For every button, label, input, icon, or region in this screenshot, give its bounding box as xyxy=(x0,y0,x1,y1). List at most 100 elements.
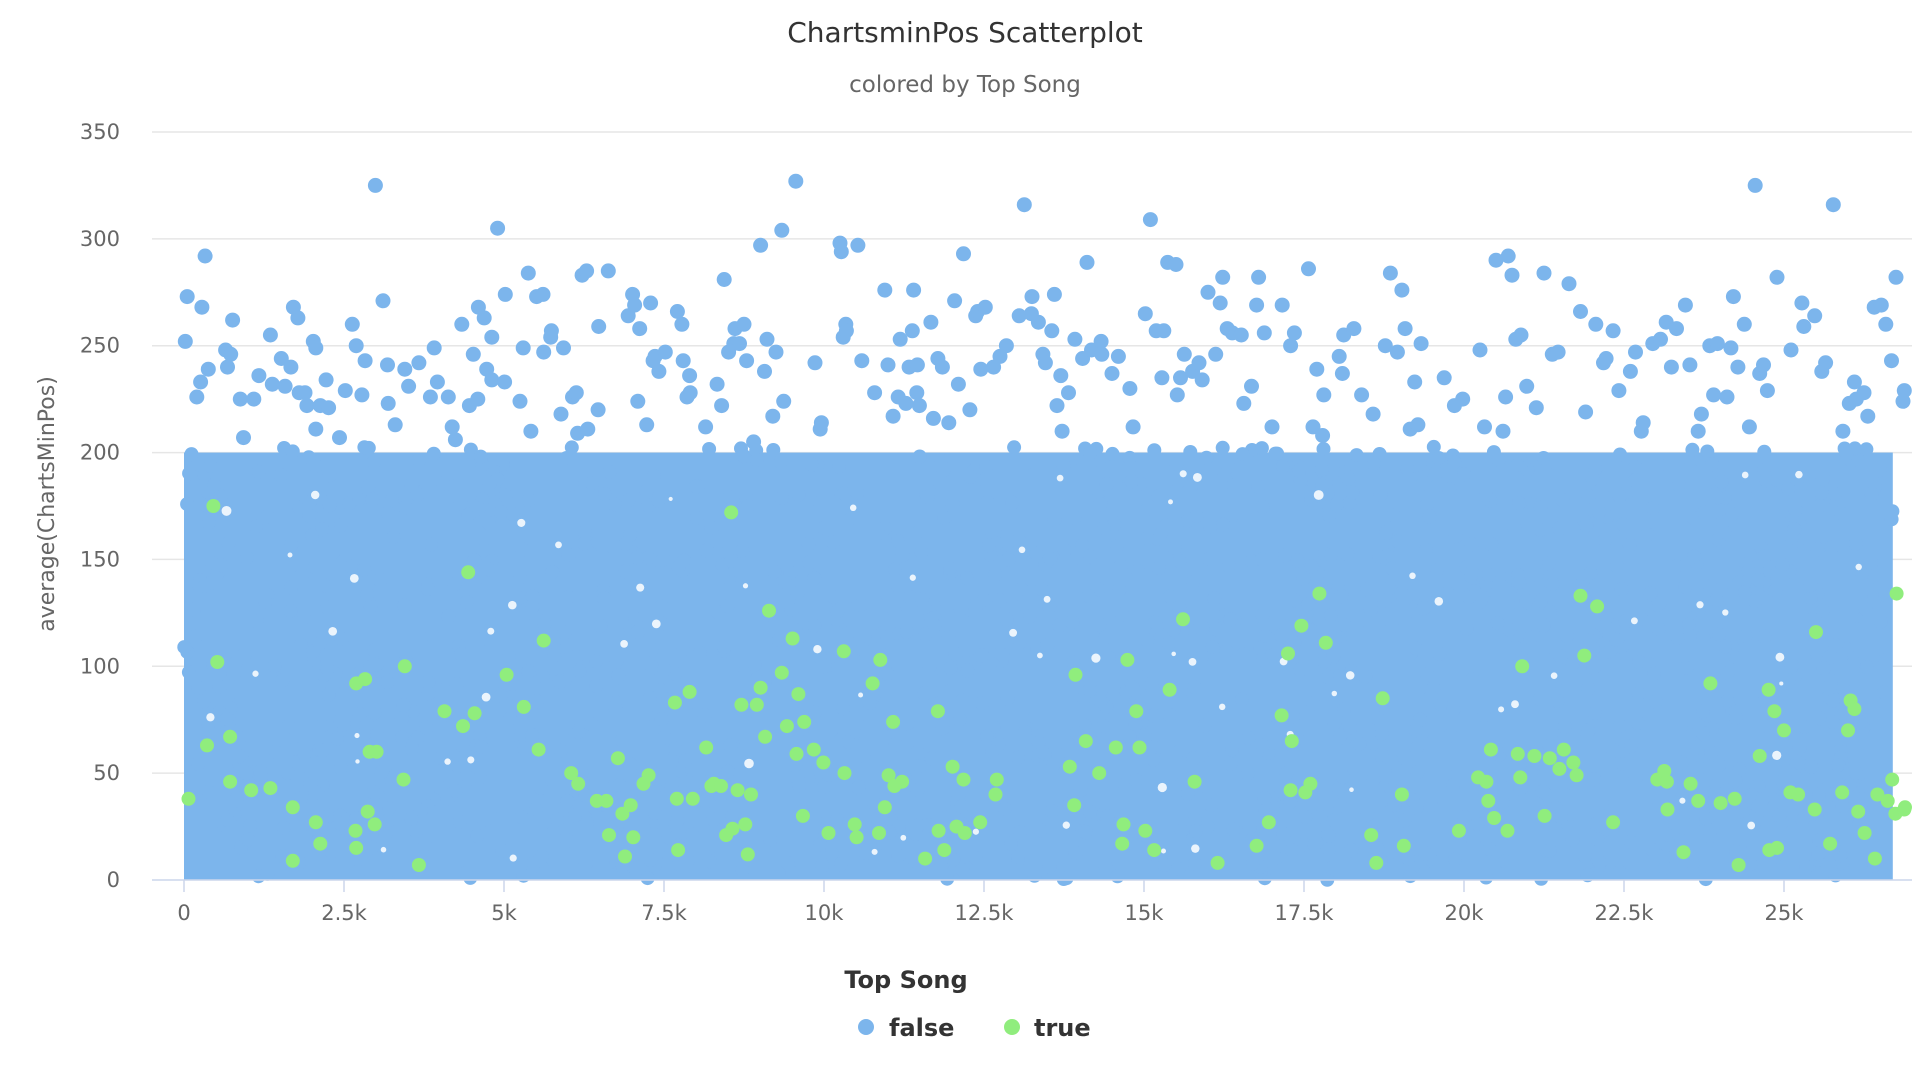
data-point-false xyxy=(1803,591,1818,605)
data-point-false xyxy=(1286,709,1301,724)
data-point-false xyxy=(1565,832,1580,847)
data-point-false xyxy=(1363,602,1378,617)
data-point-false xyxy=(1696,704,1710,719)
data-point-false xyxy=(1738,628,1753,643)
band-gap xyxy=(1160,848,1167,854)
data-point-false xyxy=(1186,575,1200,590)
data-point-true xyxy=(1885,772,1900,787)
data-point-false xyxy=(411,730,426,745)
data-point-false xyxy=(525,728,540,743)
data-point-false xyxy=(958,760,972,775)
data-point-false xyxy=(560,833,575,848)
data-point-false xyxy=(682,385,698,401)
data-point-false xyxy=(212,679,227,694)
data-point-false xyxy=(951,788,966,803)
data-point-false xyxy=(1831,758,1846,773)
data-point-false xyxy=(609,653,624,668)
data-point-false xyxy=(979,729,994,744)
data-point-false xyxy=(1124,474,1139,489)
data-point-false xyxy=(1154,740,1169,754)
data-point-false xyxy=(1706,387,1722,403)
data-point-false xyxy=(1651,621,1666,636)
data-point-false xyxy=(404,811,419,826)
data-point-false xyxy=(177,640,192,655)
data-point-false xyxy=(1235,447,1250,462)
data-point-false xyxy=(960,663,975,678)
data-point-false xyxy=(1066,655,1081,670)
x-tick-label: 20k xyxy=(1445,901,1485,925)
data-point-false xyxy=(1061,385,1076,401)
data-point-false xyxy=(1796,319,1812,334)
data-point-false xyxy=(1333,669,1347,684)
data-point-false xyxy=(1698,872,1713,887)
data-point-true xyxy=(1068,667,1083,682)
data-point-false xyxy=(243,818,258,833)
legend-item-true[interactable]: true xyxy=(1004,1014,1091,1042)
data-point-false xyxy=(1044,323,1060,339)
data-point-false xyxy=(1812,787,1826,802)
data-point-false xyxy=(1094,346,1110,362)
data-point-false xyxy=(1357,612,1372,627)
data-point-false xyxy=(720,599,735,614)
data-point-false xyxy=(1110,539,1124,554)
data-point-false xyxy=(1669,321,1684,337)
data-point-false xyxy=(757,363,772,379)
data-point-false xyxy=(816,521,831,535)
data-point-false xyxy=(357,562,372,577)
data-point-false xyxy=(1685,856,1700,871)
legend[interactable]: Top Song false true xyxy=(844,966,1090,1042)
data-point-true xyxy=(181,791,196,806)
data-point-false xyxy=(1690,423,1706,439)
data-point-false xyxy=(1081,588,1096,603)
data-point-false xyxy=(1329,497,1344,512)
data-point-false xyxy=(1609,558,1624,573)
data-point-false xyxy=(1498,854,1512,869)
data-point-false xyxy=(1565,656,1580,671)
data-point-false xyxy=(268,745,283,759)
data-point-false xyxy=(636,820,651,835)
data-point-false xyxy=(711,545,726,560)
data-point-true xyxy=(437,704,452,719)
data-point-false xyxy=(584,717,599,732)
data-point-false xyxy=(523,423,539,439)
data-point-false xyxy=(813,415,829,431)
data-point-false xyxy=(1091,582,1106,597)
data-point-false xyxy=(404,477,419,492)
data-point-false xyxy=(1671,477,1686,492)
data-point-false xyxy=(1240,766,1255,781)
legend-item-false[interactable]: false xyxy=(858,1014,954,1042)
data-point-true xyxy=(1364,828,1379,843)
data-point-false xyxy=(476,631,491,646)
data-point-false xyxy=(855,642,870,657)
data-point-false xyxy=(516,868,531,883)
band-gap xyxy=(744,758,754,769)
data-point-false xyxy=(1529,567,1544,582)
data-point-true xyxy=(263,781,278,796)
data-point-false xyxy=(1670,630,1685,645)
data-point-false xyxy=(239,766,254,781)
data-point-false xyxy=(385,493,399,508)
data-point-false xyxy=(962,402,978,418)
dense-band-fill xyxy=(184,452,1893,880)
data-point-false xyxy=(1225,742,1239,757)
data-point-false xyxy=(717,640,732,655)
data-point-false xyxy=(1652,596,1667,611)
data-point-false xyxy=(226,666,241,681)
data-point-false xyxy=(1104,366,1120,381)
data-point-false xyxy=(1628,344,1643,360)
data-point-false xyxy=(1065,615,1080,629)
data-point-false xyxy=(1848,536,1863,551)
data-point-false xyxy=(1337,617,1352,632)
data-point-true xyxy=(1807,802,1822,817)
data-point-false xyxy=(1255,653,1270,668)
data-point-false xyxy=(871,526,886,541)
data-point-false xyxy=(253,764,268,779)
data-point-false xyxy=(484,810,499,825)
data-point-false xyxy=(977,299,993,315)
data-point-false xyxy=(955,863,970,878)
data-point-false xyxy=(922,659,937,674)
band-gap xyxy=(1696,601,1704,609)
data-point-false xyxy=(1187,679,1202,694)
data-point-false xyxy=(476,310,492,326)
data-point-false xyxy=(1645,843,1660,858)
